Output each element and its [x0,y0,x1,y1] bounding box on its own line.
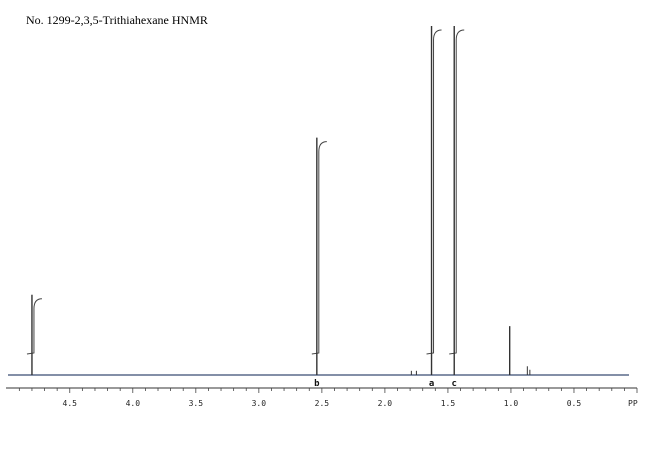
integral-curve [426,29,442,355]
x-axis-tick-label: 4.0 [126,399,141,408]
x-axis-tick-label: 0.5 [567,399,582,408]
x-axis-tick-label: 1.0 [504,399,519,408]
integral-curves [26,29,465,355]
integral-curve [311,141,327,355]
spectrum-peaks [8,26,629,376]
x-axis: 4.5 4.0 3.5 3.0 2.5 2.0 1.5 1.0 0.5 [6,387,638,408]
x-axis-tick-label: 4.5 [63,399,78,408]
peak-assignment-label: a [429,379,434,389]
x-axis-tick-label: 1.5 [441,399,456,408]
integral-curve [449,29,465,355]
peak-assignment-label: b [314,379,320,389]
x-axis-tick-label: 3.5 [189,399,204,408]
x-axis-tick-label: 2.5 [315,399,330,408]
x-axis-unit-label: PP [628,399,638,408]
x-axis-tick-label: 2.0 [378,399,393,408]
peak-assignment-label: c [452,379,457,389]
chart-title: No. 1299-2,3,5-Trithiahexane HNMR [26,13,208,27]
x-axis-tick-label: 3.0 [252,399,267,408]
integral-curve [26,298,42,355]
